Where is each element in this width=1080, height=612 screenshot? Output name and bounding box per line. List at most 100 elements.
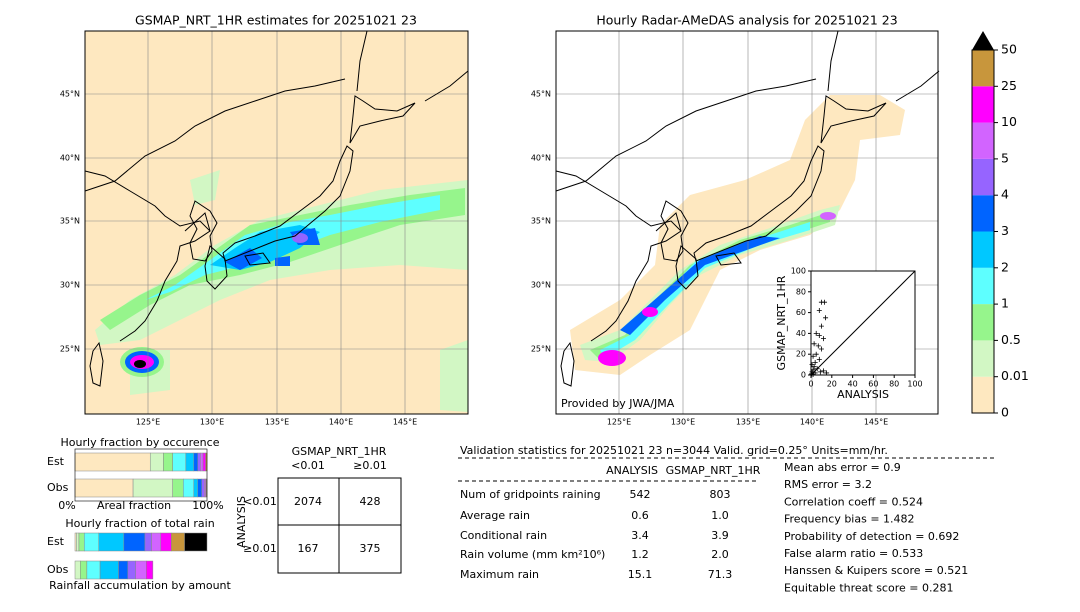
point — [811, 364, 817, 370]
bar-segment — [99, 560, 119, 580]
colorbar-swatch — [972, 231, 994, 268]
bar-segment — [83, 532, 100, 552]
x-tick-label: 60 — [868, 380, 878, 389]
cell: 375 — [360, 542, 381, 555]
rain-area — [292, 233, 308, 243]
point — [823, 315, 829, 321]
lat-label: 45°N — [60, 90, 80, 99]
map-frame — [84, 30, 469, 415]
table-lines — [278, 478, 401, 573]
bar-segment — [74, 452, 151, 472]
lon-label: 145°E — [393, 418, 417, 427]
point — [818, 346, 824, 352]
row-label: ≥0.01 — [243, 542, 277, 555]
cell: 2074 — [294, 495, 322, 508]
colorbar-label: 0.01 — [1001, 368, 1029, 383]
colorbar-label: 1 — [1001, 296, 1009, 311]
x-tick-label: 20 — [827, 380, 837, 389]
bar-segment — [184, 532, 208, 552]
bar-segment — [144, 532, 152, 552]
stats-title: Validation statistics for 20251021 23 n=… — [460, 444, 888, 457]
contingency: GSMAP_NRT_1HR <0.01 ≥0.01 ANALYSIS <0.01… — [235, 445, 402, 574]
rain-area — [620, 236, 780, 335]
bar-segment — [197, 452, 201, 472]
point — [809, 369, 815, 375]
lon-label: 130°E — [671, 418, 695, 427]
lat-label: 45°N — [531, 90, 551, 99]
bar-segment — [202, 452, 206, 472]
point — [820, 368, 826, 374]
map-title: Hourly Radar-AMeDAS analysis for 2025102… — [596, 13, 897, 28]
y-tick-label: 60 — [796, 308, 806, 317]
x-left-label: 0% — [58, 499, 75, 512]
point — [820, 336, 826, 342]
bar-segment — [200, 452, 204, 472]
stat-value: 0.6 — [631, 509, 649, 522]
bar-segment — [182, 478, 195, 498]
left-map: GSMAP_NRT_1HR estimates for 20251021 23 — [84, 13, 469, 415]
score: Frequency bias = 1.482 — [784, 513, 915, 526]
chart-title: Hourly fraction by occurence — [61, 436, 220, 449]
chart-title: Hourly fraction of total rain — [65, 517, 214, 530]
bar-segment — [132, 478, 173, 498]
stat-label: Num of gridpoints raining — [460, 488, 601, 501]
stat-value: 542 — [630, 488, 651, 501]
score: Mean abs error = 0.9 — [784, 461, 901, 474]
bar-segment — [160, 532, 172, 552]
score: Probability of detection = 0.692 — [784, 530, 959, 543]
map-frame — [555, 30, 939, 415]
stat-label: Average rain — [460, 509, 530, 522]
point — [816, 332, 822, 338]
axes-frame — [74, 448, 208, 502]
lon-label: 125°E — [136, 418, 160, 427]
x-axis-label: ANALYSIS — [837, 388, 889, 401]
score: Hanssen & Kuipers score = 0.521 — [784, 564, 968, 577]
lon-label: 140°E — [800, 418, 824, 427]
x-axis-label: Rainfall accumulation by amount — [49, 579, 231, 592]
point — [810, 353, 816, 359]
colorbar-label: 10 — [1001, 114, 1017, 129]
stat-value: 2.0 — [711, 548, 729, 561]
bar-segment — [76, 532, 80, 552]
bar-segment — [201, 478, 205, 498]
bar-segment — [74, 478, 134, 498]
colorbar-label: 2 — [1001, 259, 1009, 274]
bar-segment — [146, 560, 154, 580]
bar-segment — [197, 478, 202, 498]
stat-value: 15.1 — [628, 568, 653, 581]
colorbar-swatch — [972, 195, 994, 232]
colorbar-swatch — [972, 122, 994, 159]
y-tick-label: 80 — [796, 287, 806, 296]
score: Correlation coeff = 0.524 — [784, 495, 923, 508]
y-axis-label: GSMAP_NRT_1HR — [775, 275, 788, 370]
colorbar-swatch — [972, 304, 994, 341]
bar-segment — [172, 452, 187, 472]
colorbar-swatch — [972, 86, 994, 123]
point — [824, 370, 830, 376]
category-label: Obs — [47, 481, 69, 494]
x-right-label: 100% — [192, 499, 223, 512]
table-title: GSMAP_NRT_1HR — [292, 445, 387, 458]
lon-label: 125°E — [607, 418, 631, 427]
bar-segment — [86, 560, 101, 580]
score: False alarm ratio = 0.533 — [784, 547, 923, 560]
colorbar-swatch — [972, 158, 994, 196]
stat-label: Conditional rain — [460, 529, 547, 542]
bar-segment — [185, 452, 195, 472]
bar-segment — [118, 560, 129, 580]
col-label: <0.01 — [291, 459, 325, 472]
x-tick-label: 80 — [889, 380, 899, 389]
bar-segment — [149, 452, 164, 472]
point — [813, 330, 819, 336]
bar-segment — [123, 532, 146, 552]
cell: 167 — [298, 542, 319, 555]
y-tick-label: 0 — [801, 371, 806, 380]
colorbar-swatch — [972, 267, 994, 305]
lat-label: 30°N — [531, 281, 551, 290]
cell: 428 — [360, 495, 381, 508]
bar-segment — [74, 560, 81, 580]
bar-segment — [151, 532, 162, 552]
row-label: <0.01 — [243, 495, 277, 508]
point — [816, 308, 822, 314]
